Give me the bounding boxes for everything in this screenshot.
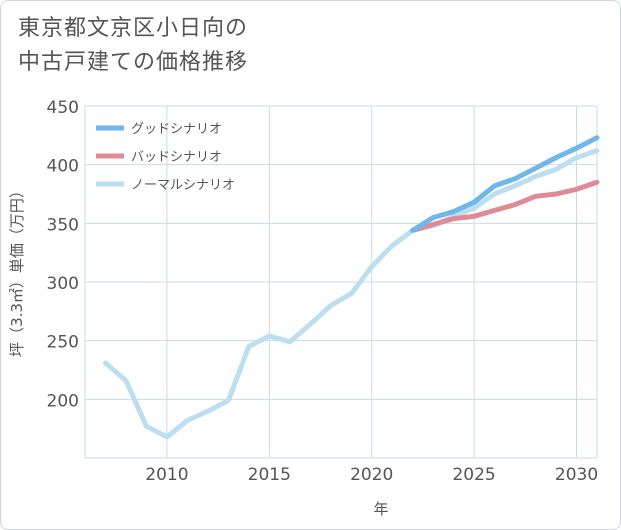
series-line-good bbox=[410, 135, 600, 233]
y-tick-label: 300 bbox=[47, 274, 79, 294]
legend-label-normal: ノーマルシナリオ bbox=[131, 178, 235, 193]
x-tick-label: 2025 bbox=[452, 465, 495, 485]
series-line-normal bbox=[103, 148, 600, 440]
x-tick-label: 2015 bbox=[248, 465, 291, 485]
title-line-1: 東京都文京区小日向の bbox=[18, 16, 249, 41]
title-line-2: 中古戸建ての価格推移 bbox=[18, 50, 249, 75]
x-tick-label: 2030 bbox=[555, 465, 598, 485]
x-tick-label: 2020 bbox=[350, 465, 393, 485]
legend-label-bad: バッドシナリオ bbox=[131, 150, 222, 165]
y-tick-label: 250 bbox=[47, 333, 79, 353]
x-tick-label: 2010 bbox=[145, 465, 188, 485]
legend-label-good: グッドシナリオ bbox=[131, 122, 222, 137]
y-tick-label: 450 bbox=[47, 98, 79, 118]
y-tick-label: 400 bbox=[47, 157, 79, 177]
x-axis-title: 年 bbox=[373, 500, 388, 518]
chart-title: 東京都文京区小日向の 中古戸建ての価格推移 bbox=[18, 12, 248, 80]
y-tick-label: 350 bbox=[47, 215, 79, 235]
series-line-bad bbox=[410, 179, 600, 233]
y-tick-label: 200 bbox=[47, 391, 79, 411]
